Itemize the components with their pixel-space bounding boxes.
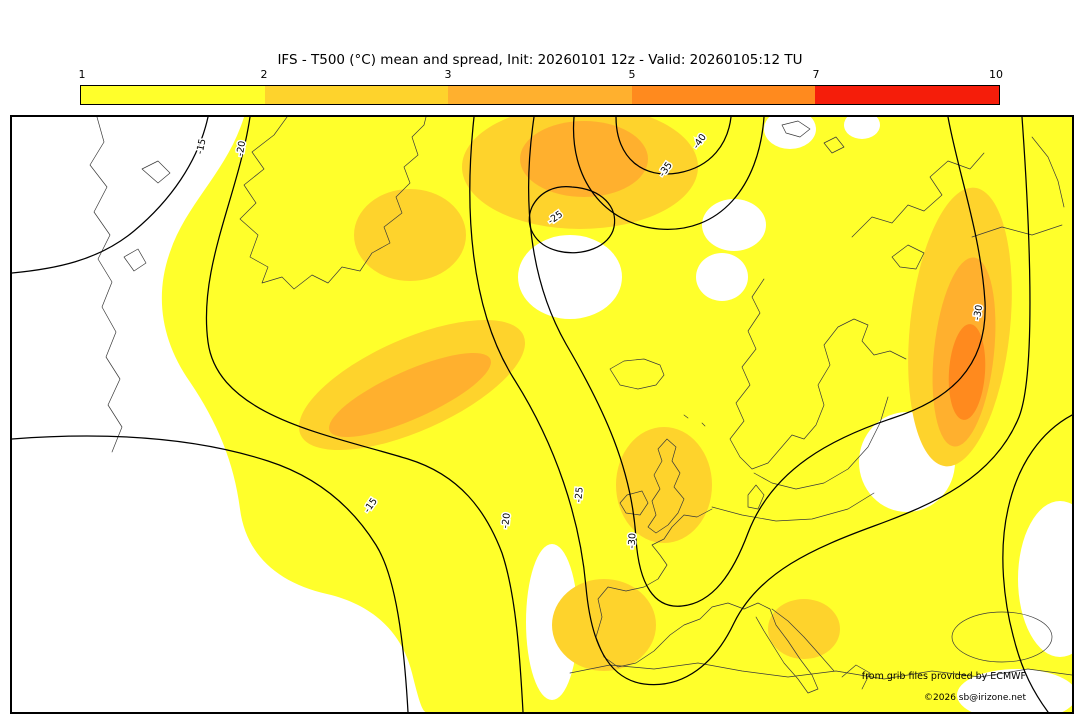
arctic-island [141,160,171,184]
great-britain-coast [647,438,685,534]
contour-minus25-closed-low [528,186,616,254]
colorbar-tick: 3 [444,68,452,81]
contour-right-edge [1002,414,1072,712]
weather-map: -15 -20 -40 -35 -25 -25 -20 -15 -30 -30 [12,117,1072,712]
black-sea-coast [951,611,1053,663]
greenland-coast [239,117,427,290]
ireland-coast [619,490,649,516]
white-sea-coast [891,244,925,270]
contour-label: -25 [573,486,586,503]
attribution-source: from grib files provided by ECMWF [861,671,1026,682]
contour-minus15-south [12,435,409,712]
colorbar-ticks: 1 2 3 5 7 10 [78,68,1004,82]
north-africa-coast [569,662,1072,680]
colorbar-tick: 10 [989,68,1003,81]
colorbar-tick: 7 [812,68,820,81]
novaya-zemlya-coast [1031,136,1065,208]
contour-minus15-north [12,117,209,274]
colorbar-segment [81,86,265,104]
contour-minus30 [528,117,986,607]
colorbar-segment [815,86,999,104]
colorbar-tick: 5 [628,68,636,81]
contour-minus25 [469,117,1031,686]
iceland-coast [609,358,665,390]
contour-minus40 [615,117,732,175]
labrador-coast [89,117,123,453]
attribution-copyright: ©2026 sb@irizone.net [924,693,1026,703]
contour-label: -30 [626,533,638,549]
denmark-coast [747,484,765,510]
mean-contour-layer [12,117,1072,712]
europe-atlantic-coast [595,508,745,668]
spread-colorbar [80,85,1000,105]
contour-label: -30 [972,304,986,321]
greece-coast [841,664,871,690]
arctic-island [123,248,147,272]
barents-coast [971,224,1063,238]
chart-title: IFS - T500 (°C) mean and spread, Init: 2… [277,52,803,68]
contour-label: -15 [195,138,209,155]
spread-white-pockets [518,117,1072,712]
colorbar-tick: 1 [78,68,86,81]
contour-minus35 [572,117,765,230]
coastlines-layer [89,117,1072,694]
spread-shading-layer [161,117,1072,712]
colorbar-segment [631,86,816,104]
baltic-east-coast [753,396,889,490]
map-area: -15 -20 -40 -35 -25 -25 -20 -15 -30 -30 … [10,115,1074,714]
contour-label: -20 [500,512,513,529]
contour-minus20 [205,117,524,712]
baltic-south-coast [711,492,875,522]
contour-label: -20 [235,140,249,157]
spread-level5-blobs [948,324,986,420]
faroe-islands [683,414,706,427]
colorbar-segment [264,86,449,104]
colorbar-tick: 2 [260,68,268,81]
svalbard-island [823,136,845,154]
adriatic-coast [771,608,835,672]
scandinavia-coast [729,278,907,470]
colorbar-segment [448,86,632,104]
svalbard-coast [781,120,811,138]
italy-coast [743,602,819,694]
